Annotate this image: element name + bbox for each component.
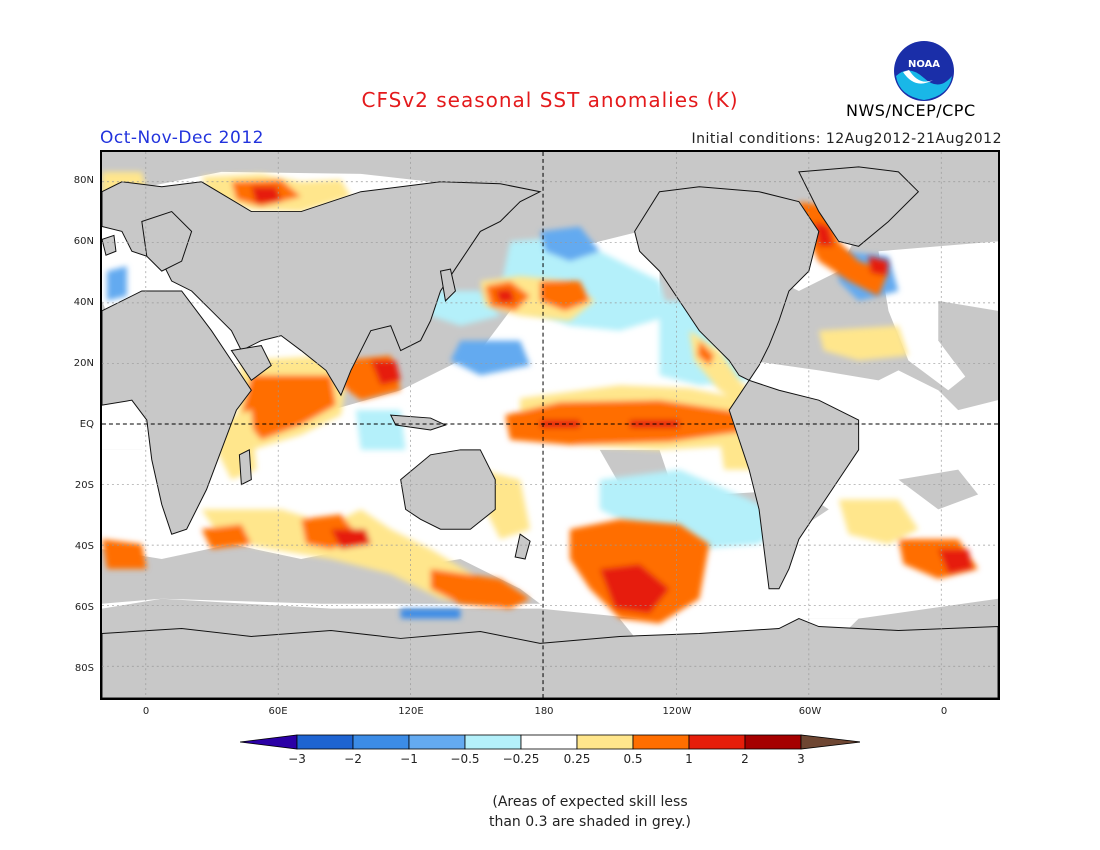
lat-label-60s: 60S	[74, 602, 94, 613]
skill-note: (Areas of expected skill less than 0.3 a…	[440, 792, 740, 832]
logo-text: NOAA	[908, 59, 940, 70]
landmasses	[102, 166, 998, 698]
lat-label-eq: EQ	[79, 419, 94, 430]
lon-label-0: 0	[142, 706, 150, 717]
lat-label-80n: 80N	[73, 175, 94, 186]
legend-arrow-low	[240, 734, 298, 750]
equator-dateline	[102, 152, 998, 698]
legend-tick-1: 1	[685, 752, 693, 766]
legend-tick-neg1: −1	[400, 752, 418, 766]
lat-label-20s: 20S	[74, 480, 94, 491]
lon-label-120e: 120E	[398, 706, 424, 717]
noaa-logo: NOAA	[894, 41, 954, 101]
agency-label: NWS/NCEP/CPC	[846, 101, 976, 120]
lat-label-40s: 40S	[74, 541, 94, 552]
skill-note-line-2: than 0.3 are shaded in grey.)	[488, 814, 691, 830]
gridlines	[102, 152, 998, 698]
legend-color-cell	[520, 734, 578, 750]
legend-tick-neg0-25: −0.25	[502, 752, 540, 766]
lon-label-60w: 60W	[798, 706, 822, 717]
legend-tick-neg2: −2	[344, 752, 362, 766]
lon-label-0-east: 0	[940, 706, 948, 717]
initial-conditions: Initial conditions: 12Aug2012-21Aug2012	[691, 131, 1002, 147]
legend-color-cell	[352, 734, 410, 750]
legend-tick-0-25: 0.25	[563, 752, 591, 766]
legend-tick-neg3: −3	[288, 752, 306, 766]
chart-title: CFSv2 seasonal SST anomalies (K)	[361, 88, 739, 112]
legend-color-cell	[688, 734, 746, 750]
forecast-period: Oct-Nov-Dec 2012	[100, 128, 264, 148]
lon-label-180: 180	[534, 706, 554, 717]
skill-note-line-1: (Areas of expected skill less	[492, 794, 688, 810]
legend-tick-2: 2	[741, 752, 749, 766]
legend-color-cell	[464, 734, 522, 750]
legend-color-cell	[632, 734, 690, 750]
legend-arrow-high	[800, 734, 860, 750]
lon-label-120w: 120W	[662, 706, 692, 717]
legend-color-cell	[576, 734, 634, 750]
lat-label-40n: 40N	[73, 297, 94, 308]
legend-tick-3: 3	[797, 752, 805, 766]
lat-label-80s: 80S	[74, 663, 94, 674]
legend-color-cell	[296, 734, 354, 750]
color-scale-bar	[240, 734, 860, 750]
legend-tick-neg0-5: −0.5	[450, 752, 480, 766]
lon-label-60e: 60E	[268, 706, 288, 717]
legend-color-cell	[744, 734, 802, 750]
sst-anomaly-map	[100, 150, 1000, 700]
legend-tick-0-5: 0.5	[623, 752, 643, 766]
legend-color-cell	[408, 734, 466, 750]
color-scale-cells	[240, 734, 860, 750]
lat-label-60n: 60N	[73, 236, 94, 247]
lat-label-20n: 20N	[73, 358, 94, 369]
